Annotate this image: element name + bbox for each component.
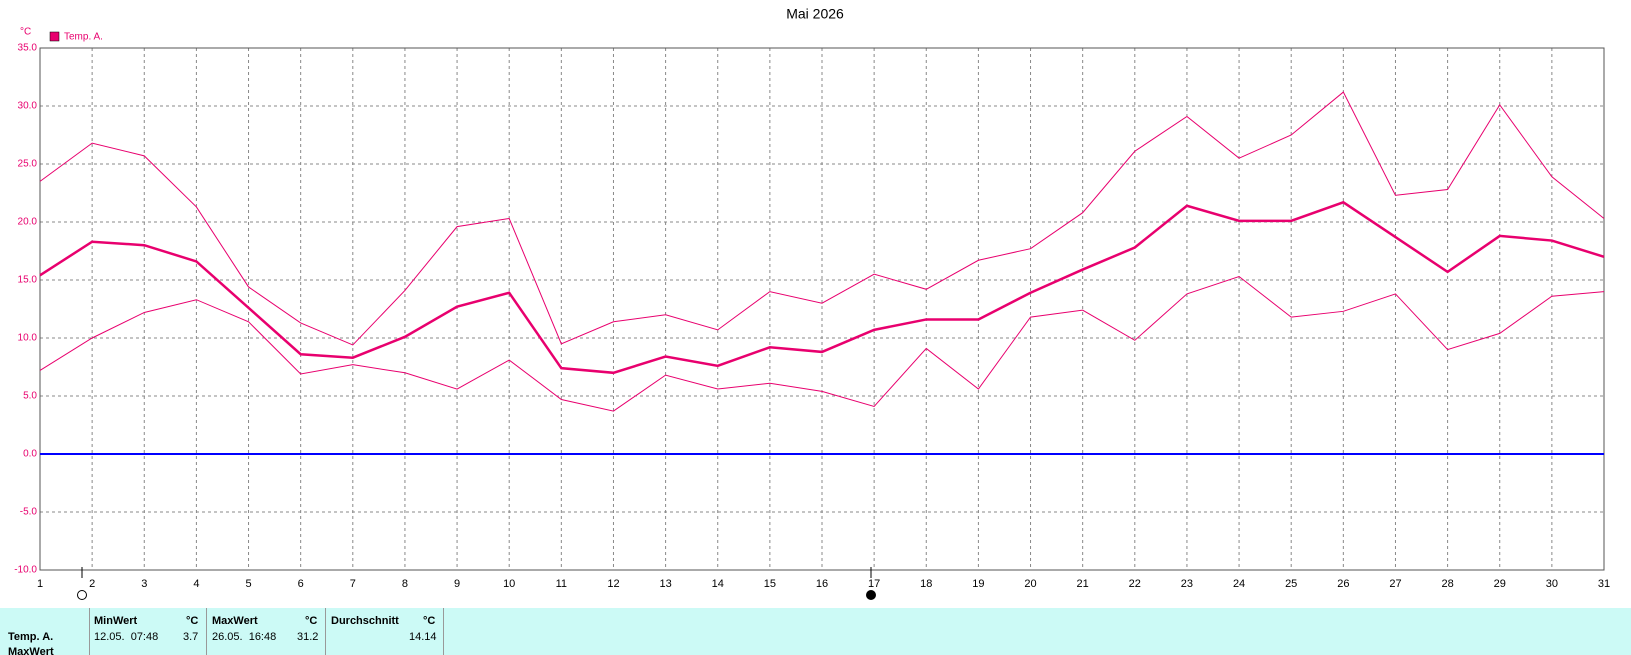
x-tick-label: 18: [920, 578, 932, 590]
y-tick-label: -10.0: [14, 565, 37, 576]
x-tick-label: 20: [1024, 578, 1036, 590]
x-tick-label: 29: [1494, 578, 1506, 590]
x-tick-label: 23: [1181, 578, 1193, 590]
x-tick-label: 21: [1077, 578, 1089, 590]
x-tick-label: 2: [89, 578, 95, 590]
x-tick-label: 7: [350, 578, 356, 590]
y-tick-label: 30.0: [18, 101, 38, 112]
stats-table: MinWert °C MaxWert °C Durchschnitt °C Te…: [0, 608, 1631, 655]
separator: [89, 608, 90, 655]
y-tick-label: 20.0: [18, 217, 38, 228]
row-label: Temp. A.: [8, 631, 54, 643]
x-tick-label: 1: [37, 578, 43, 590]
x-tick-label: 15: [764, 578, 776, 590]
y-axis-label: °C: [20, 27, 31, 38]
x-tick-label: 27: [1389, 578, 1401, 590]
x-tick-label: 30: [1546, 578, 1558, 590]
y-tick-label: 35.0: [18, 43, 38, 54]
y-tick-label: 25.0: [18, 159, 38, 170]
x-tick-label: 11: [556, 578, 567, 590]
x-tick-label: 16: [816, 578, 828, 590]
row-label: MaxWert: [8, 646, 54, 655]
header: °C: [186, 615, 199, 627]
header: MinWert: [94, 615, 138, 627]
cell: 31.2: [297, 631, 319, 643]
chart-title: Mai 2026: [786, 6, 844, 22]
y-tick-label: 0.0: [23, 449, 37, 460]
x-tick-label: 4: [193, 578, 199, 590]
x-tick-label: 25: [1285, 578, 1297, 590]
x-tick-label: 14: [712, 578, 724, 590]
x-tick-label: 22: [1129, 578, 1141, 590]
x-tick-label: 5: [245, 578, 251, 590]
x-tick-label: 9: [454, 578, 460, 590]
x-tick-label: 26: [1337, 578, 1349, 590]
header: °C: [423, 615, 436, 627]
header: Durchschnitt: [331, 615, 399, 627]
x-tick-label: 28: [1441, 578, 1453, 590]
legend-swatch: [49, 31, 60, 42]
cell: 3.7: [183, 631, 199, 643]
x-tick-label: 8: [402, 578, 408, 590]
separator: [443, 608, 444, 655]
y-tick-label: 10.0: [18, 333, 38, 344]
y-tick-label: 5.0: [23, 391, 37, 402]
cell: 26.05. 16:48: [212, 631, 277, 643]
x-tick-label: 13: [659, 578, 671, 590]
x-tick-label: 31: [1598, 578, 1610, 590]
x-tick-label: 10: [503, 578, 515, 590]
x-tick-label: 24: [1233, 578, 1245, 590]
cell: 12.05. 07:48: [94, 631, 159, 643]
chart: Mai 2026 °C -10.0 -5.0 0.0 5.0 10.0 15.0 20.0 2…: [14, 6, 1610, 600]
series-line: [39, 91, 1605, 346]
header: MaxWert: [212, 615, 258, 627]
x-tick-label: 19: [972, 578, 984, 590]
y-tick-label: 15.0: [18, 275, 38, 286]
plot-frame: [39, 47, 1605, 571]
series-line: [39, 275, 1605, 412]
separator: [206, 608, 207, 655]
x-tick-label: 17: [868, 578, 880, 590]
cell: 14.14: [409, 631, 437, 643]
x-tick-label: 3: [141, 578, 147, 590]
legend-label: Temp. A.: [64, 32, 103, 43]
moon-icon: [866, 590, 876, 600]
y-tick-label: -5.0: [20, 507, 38, 518]
x-tick-label: 6: [298, 578, 304, 590]
series-line: [39, 200, 1605, 375]
x-tick-label: 12: [607, 578, 619, 590]
moon-icon: [77, 590, 87, 600]
header: °C: [305, 615, 318, 627]
separator: [325, 608, 326, 655]
